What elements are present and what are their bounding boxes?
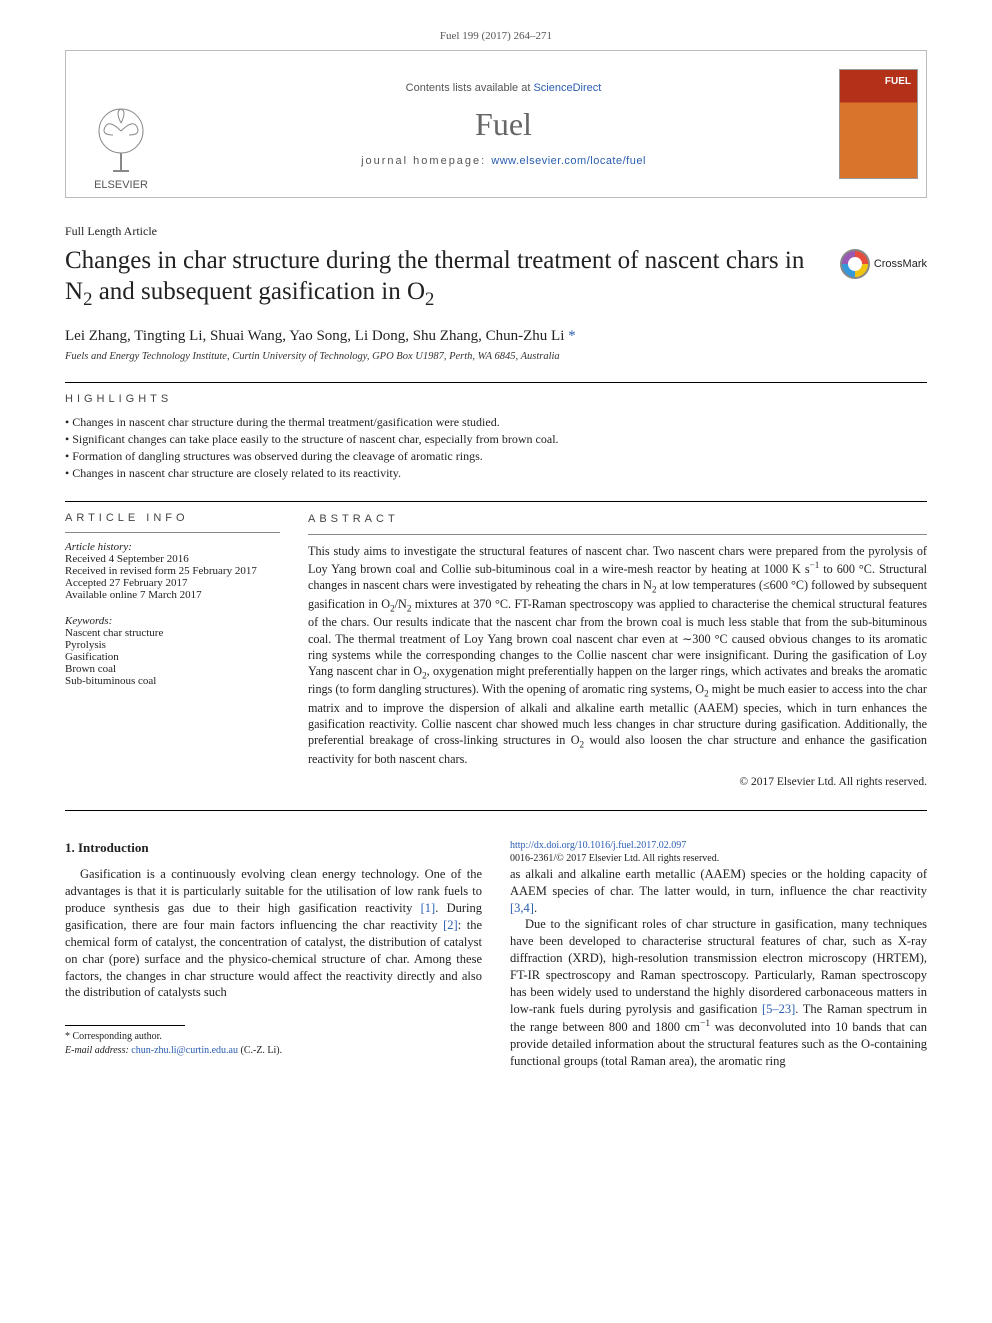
- highlights-section: highlights Changes in nascent char struc…: [65, 393, 927, 481]
- journal-homepage-line: journal homepage: www.elsevier.com/locat…: [361, 155, 646, 167]
- history-list: Received 4 September 2016Received in rev…: [65, 553, 280, 601]
- footnote-marker: * Corresponding author.: [65, 1030, 482, 1044]
- section-rule: [65, 810, 927, 811]
- contents-available-line: Contents lists available at ScienceDirec…: [406, 82, 602, 94]
- publisher-logo-block: ELSEVIER: [66, 51, 176, 197]
- abstract-column: abstract This study aims to investigate …: [308, 512, 927, 790]
- abstract-text: This study aims to investigate the struc…: [308, 543, 927, 766]
- intro-para-1: Gasification is a continuously evolving …: [65, 866, 482, 1001]
- intro-para-2: as alkali and alkaline earth metallic (A…: [510, 866, 927, 917]
- journal-masthead: ELSEVIER Contents lists available at Sci…: [65, 50, 927, 198]
- homepage-link[interactable]: www.elsevier.com/locate/fuel: [491, 155, 646, 167]
- journal-cover-thumb: [839, 69, 918, 179]
- line-item: Pyrolysis: [65, 639, 280, 651]
- elsevier-tree-icon: [91, 105, 151, 175]
- corresponding-author-footnote: * Corresponding author. E-mail address: …: [65, 1030, 482, 1057]
- line-item: Available online 7 March 2017: [65, 589, 280, 601]
- section-rule: [65, 501, 927, 502]
- crossmark-widget[interactable]: CrossMark: [840, 249, 927, 279]
- line-item: Received in revised form 25 February 201…: [65, 565, 280, 577]
- thin-rule: [308, 534, 927, 535]
- line-item: Accepted 27 February 2017: [65, 577, 280, 589]
- author-list: Lei Zhang, Tingting Li, Shuai Wang, Yao …: [65, 328, 927, 345]
- list-item: Significant changes can take place easil…: [65, 432, 927, 447]
- history-heading: Article history:: [65, 541, 280, 553]
- doi-link[interactable]: http://dx.doi.org/10.1016/j.fuel.2017.02…: [510, 840, 686, 851]
- contents-prefix: Contents lists available at: [406, 82, 534, 94]
- list-item: Changes in nascent char structure during…: [65, 415, 927, 430]
- crossmark-icon: [840, 249, 870, 279]
- masthead-center: Contents lists available at ScienceDirec…: [176, 51, 831, 197]
- footnote-email-who: (C.-Z. Li).: [240, 1045, 282, 1056]
- crossmark-label: CrossMark: [874, 258, 927, 270]
- body-two-column: 1. Introduction Gasification is a contin…: [65, 839, 927, 1073]
- cover-thumbnail-slot: [831, 51, 926, 197]
- line-item: Sub-bituminous coal: [65, 675, 280, 687]
- homepage-prefix: journal homepage:: [361, 155, 491, 167]
- list-item: Formation of dangling structures was obs…: [65, 449, 927, 464]
- publisher-name: ELSEVIER: [94, 179, 148, 191]
- thin-rule: [65, 532, 280, 533]
- article-info-label: article info: [65, 512, 280, 524]
- footnote-email-link[interactable]: chun-zhu.li@curtin.edu.au: [131, 1045, 238, 1056]
- line-item: Nascent char structure: [65, 627, 280, 639]
- article-title: Changes in char structure during the the…: [65, 245, 826, 312]
- line-item: Brown coal: [65, 663, 280, 675]
- keywords-heading: Keywords:: [65, 615, 280, 627]
- introduction-heading: 1. Introduction: [65, 839, 482, 857]
- keywords-list: Nascent char structurePyrolysisGasificat…: [65, 627, 280, 687]
- line-item: Gasification: [65, 651, 280, 663]
- footnote-email-label: E-mail address:: [65, 1045, 131, 1056]
- article-info-column: article info Article history: Received 4…: [65, 512, 280, 790]
- intro-para-3: Due to the significant roles of char str…: [510, 916, 927, 1069]
- highlights-list: Changes in nascent char structure during…: [65, 415, 927, 481]
- sciencedirect-link[interactable]: ScienceDirect: [533, 82, 601, 94]
- highlights-label: highlights: [65, 393, 927, 405]
- footnote-separator: [65, 1025, 185, 1026]
- running-citation: Fuel 199 (2017) 264–271: [65, 30, 927, 42]
- journal-name: Fuel: [475, 106, 532, 143]
- affiliation: Fuels and Energy Technology Institute, C…: [65, 351, 927, 362]
- line-item: Received 4 September 2016: [65, 553, 280, 565]
- doi-block: http://dx.doi.org/10.1016/j.fuel.2017.02…: [510, 839, 927, 866]
- section-rule: [65, 382, 927, 383]
- issn-copyright: 0016-2361/© 2017 Elsevier Ltd. All right…: [510, 853, 719, 864]
- abstract-copyright: © 2017 Elsevier Ltd. All rights reserved…: [308, 775, 927, 790]
- list-item: Changes in nascent char structure are cl…: [65, 466, 927, 481]
- article-type: Full Length Article: [65, 224, 927, 239]
- abstract-label: abstract: [308, 512, 927, 527]
